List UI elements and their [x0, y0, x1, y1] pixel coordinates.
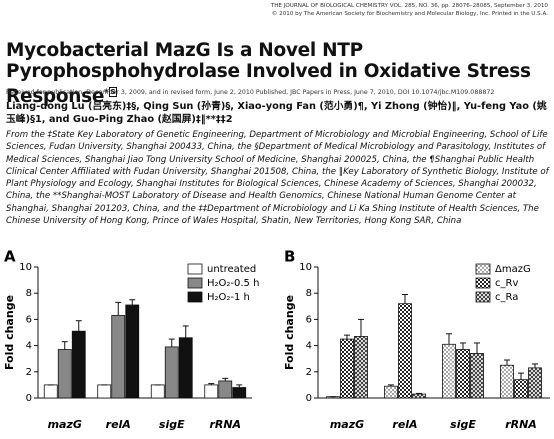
legend-label: ΔmazG: [495, 264, 531, 275]
bar: [164, 346, 179, 399]
article-title: Mycobacterial MazG Is a Novel NTP Pyroph…: [6, 40, 551, 107]
error-bar: [222, 377, 229, 381]
error-bar: [446, 333, 452, 345]
y-tick-label: 10: [19, 262, 32, 273]
error-bar: [460, 342, 466, 350]
bar: [456, 349, 470, 399]
y-axis-label: Fold change: [3, 295, 16, 370]
bar: [97, 384, 112, 399]
legend-label: H₂O₂-1 h: [207, 292, 250, 303]
bar: [384, 385, 398, 399]
bar: [57, 349, 72, 399]
bar: [71, 330, 86, 399]
error-bar: [518, 372, 524, 380]
y-tick-label: 6: [306, 314, 312, 325]
bar: [500, 364, 514, 399]
bar: [340, 338, 354, 399]
bar: [354, 336, 368, 399]
bar: [218, 380, 233, 399]
error-bar: [358, 318, 364, 337]
journal-line: THE JOURNAL OF BIOLOGICAL CHEMISTRY VOL.…: [270, 3, 548, 9]
legend-swatch: [187, 291, 203, 303]
bar: [125, 304, 140, 399]
legend-swatch: [187, 277, 203, 289]
error-bar: [344, 334, 350, 340]
x-tick-label: rRNA: [209, 418, 241, 431]
error-bar: [115, 301, 122, 316]
error-bar: [532, 363, 538, 368]
error-bar: [129, 299, 136, 305]
error-bar: [504, 359, 510, 366]
received-line: Received for publication, December 3, 20…: [6, 89, 495, 96]
bar: [232, 387, 247, 399]
y-tick-label: 2: [26, 367, 32, 378]
title-text: Mycobacterial MazG Is a Novel NTP Pyroph…: [6, 40, 531, 107]
y-tick-label: 6: [26, 314, 32, 325]
legend-label: c_Ra: [495, 292, 518, 303]
title-superscript: *: [104, 87, 109, 98]
panel-label: B: [284, 248, 295, 266]
y-tick-label: 0: [26, 393, 32, 404]
y-tick-label: 0: [306, 393, 312, 404]
x-tick-label: relA: [106, 418, 131, 431]
panel-label: A: [4, 248, 16, 266]
y-tick-label: 4: [26, 341, 32, 352]
bar: [470, 353, 484, 399]
legend-swatch: [475, 263, 491, 275]
error-bar: [402, 294, 408, 304]
bar: [412, 393, 426, 399]
x-tick-label: rRNA: [505, 418, 537, 431]
y-tick-label: 8: [26, 288, 32, 299]
bar: [442, 343, 456, 399]
bar: [204, 384, 219, 399]
bar: [43, 384, 58, 399]
error-bar: [416, 392, 422, 395]
affiliations: From the ‡State Key Laboratory of Geneti…: [6, 130, 549, 227]
legend-swatch: [187, 263, 203, 275]
x-tick-label: mazG: [330, 418, 364, 431]
y-axis-label: Fold change: [283, 295, 296, 370]
legend-label: untreated: [207, 264, 256, 275]
error-bar: [168, 338, 175, 347]
copyright-line: © 2010 by The American Society for Bioch…: [271, 11, 548, 17]
supplement-mark: S: [108, 87, 118, 97]
x-tick-label: sigE: [159, 418, 185, 431]
bar: [111, 315, 126, 399]
y-tick-label: 8: [306, 288, 312, 299]
legend-label: H₂O₂-0.5 h: [207, 278, 259, 289]
error-bar: [236, 384, 243, 388]
error-bar: [388, 384, 394, 387]
error-bar: [182, 325, 189, 338]
legend-swatch: [475, 291, 491, 303]
y-tick-label: 10: [299, 262, 312, 273]
bar: [398, 303, 412, 399]
y-tick-label: 2: [306, 367, 312, 378]
legend-label: c_Rv: [495, 278, 518, 289]
x-tick-label: relA: [392, 418, 417, 431]
error-bar: [474, 342, 480, 354]
error-bar: [75, 320, 82, 332]
bar: [528, 367, 542, 399]
figure: A Fold change 0 2 4 6 8 10 mazG relA sigE rRNA untre…: [3, 248, 550, 431]
bar: [150, 384, 165, 399]
x-tick-label: sigE: [450, 418, 476, 431]
authors: Liang-dong Lu (吕亮东)‡§, Qing Sun (孙青)§, X…: [6, 101, 547, 125]
error-bar: [61, 341, 68, 350]
bar: [514, 379, 528, 399]
legend-swatch: [475, 277, 491, 289]
y-tick-label: 4: [306, 341, 312, 352]
x-tick-label: mazG: [48, 418, 82, 431]
error-bar: [208, 383, 215, 385]
bar: [178, 337, 193, 399]
